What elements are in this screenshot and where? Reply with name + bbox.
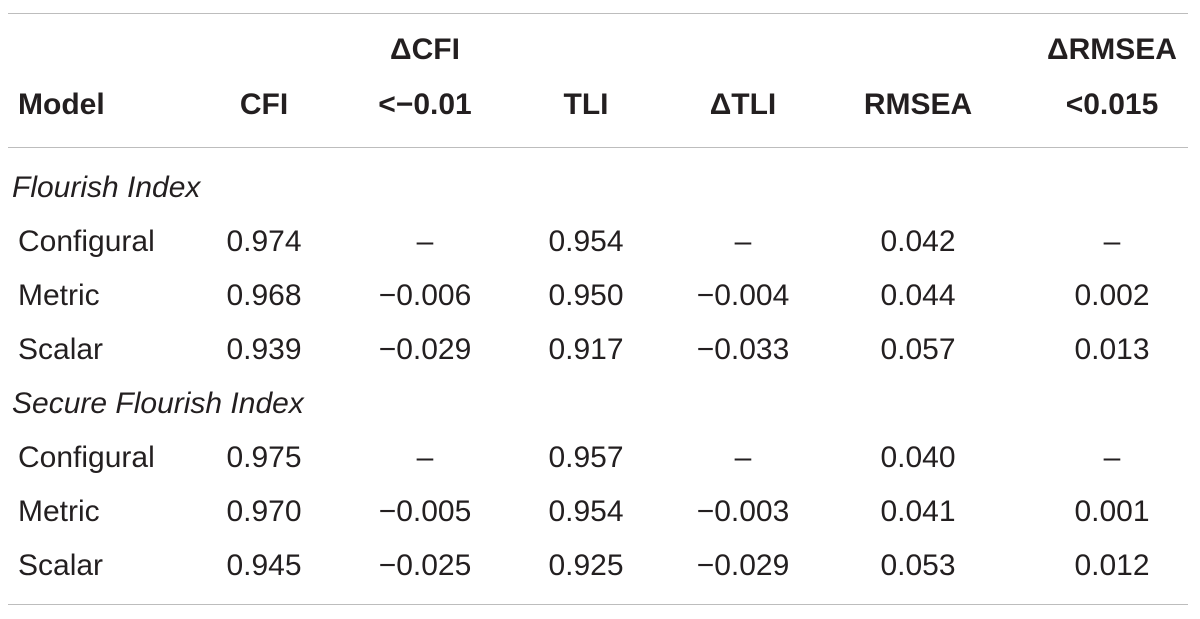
header-rmsea: RMSEA	[863, 88, 973, 121]
cell-cfi: 0.970	[226, 495, 302, 528]
cell-tli: 0.954	[548, 495, 624, 528]
cell-delta-tli: –	[734, 225, 752, 258]
cell-tli: 0.954	[548, 225, 624, 258]
header-delta-rmsea-threshold: <0.015	[1065, 88, 1159, 121]
cell-delta-tli: −0.003	[696, 495, 790, 528]
cell-delta-rmsea: –	[1103, 441, 1121, 474]
cell-delta-cfi: –	[416, 441, 434, 474]
header-tli: TLI	[563, 88, 609, 121]
header-cfi: CFI	[239, 88, 289, 121]
header-delta-cfi: ΔCFI	[390, 33, 460, 66]
cell-rmsea: 0.040	[880, 441, 956, 474]
header-model: Model	[18, 88, 105, 121]
header-delta-tli: ΔTLI	[709, 88, 777, 121]
cell-model: Scalar	[18, 333, 104, 366]
cell-rmsea: 0.057	[880, 333, 956, 366]
cell-tli: 0.917	[548, 333, 624, 366]
cell-delta-tli: −0.029	[696, 549, 790, 582]
cell-delta-tli: –	[734, 441, 752, 474]
table-bottom-rule	[8, 604, 1188, 605]
cell-rmsea: 0.041	[880, 495, 956, 528]
table-top-rule	[8, 13, 1188, 14]
table-header-rule	[8, 147, 1188, 148]
cell-cfi: 0.939	[226, 333, 302, 366]
cell-rmsea: 0.044	[880, 279, 956, 312]
cell-delta-rmsea: 0.012	[1074, 549, 1150, 582]
cell-delta-rmsea: 0.001	[1074, 495, 1150, 528]
cell-cfi: 0.968	[226, 279, 302, 312]
cell-tli: 0.950	[548, 279, 624, 312]
cell-tli: 0.957	[548, 441, 624, 474]
header-delta-cfi-threshold: <−0.01	[378, 88, 472, 121]
cell-delta-tli: −0.033	[696, 333, 790, 366]
section-title-flourish-index: Flourish Index	[12, 171, 201, 204]
cell-delta-cfi: −0.006	[378, 279, 472, 312]
cell-model: Configural	[18, 225, 155, 258]
cell-delta-rmsea: 0.013	[1074, 333, 1150, 366]
section-title-secure-flourish-index: Secure Flourish Index	[12, 387, 304, 420]
cell-rmsea: 0.042	[880, 225, 956, 258]
cell-delta-cfi: −0.005	[378, 495, 472, 528]
cell-delta-rmsea: 0.002	[1074, 279, 1150, 312]
header-delta-rmsea: ΔRMSEA	[1047, 33, 1177, 66]
cell-model: Scalar	[18, 549, 104, 582]
cell-delta-rmsea: –	[1103, 225, 1121, 258]
cell-model: Configural	[18, 441, 155, 474]
cell-cfi: 0.974	[226, 225, 302, 258]
cell-delta-cfi: −0.029	[378, 333, 472, 366]
cell-cfi: 0.945	[226, 549, 302, 582]
cell-rmsea: 0.053	[880, 549, 956, 582]
cell-cfi: 0.975	[226, 441, 302, 474]
cell-delta-cfi: –	[416, 225, 434, 258]
cell-tli: 0.925	[548, 549, 624, 582]
cell-delta-cfi: −0.025	[378, 549, 472, 582]
cell-delta-tli: −0.004	[696, 279, 790, 312]
cell-model: Metric	[18, 495, 100, 528]
cell-model: Metric	[18, 279, 100, 312]
